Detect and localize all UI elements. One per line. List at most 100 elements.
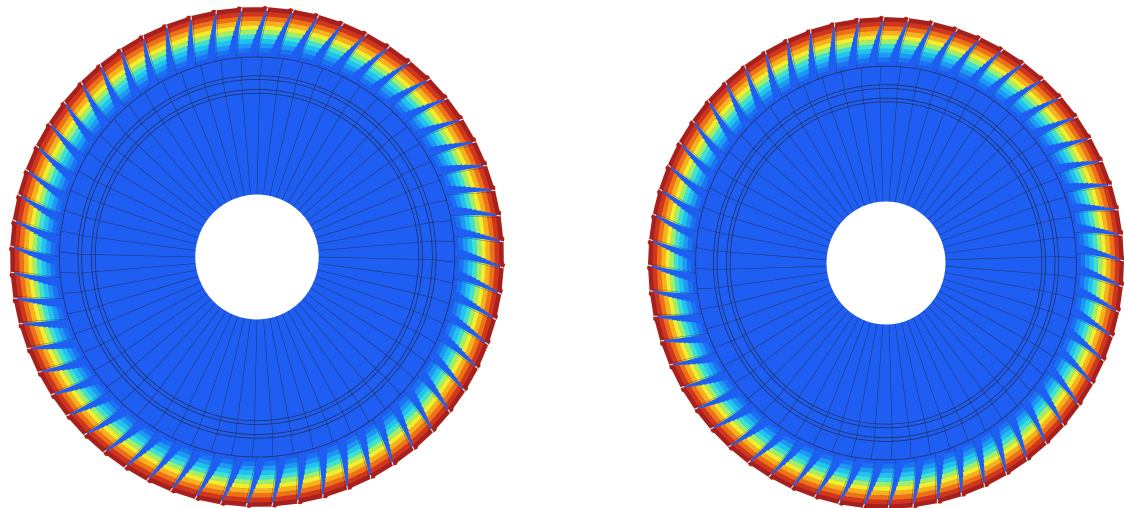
blade-band — [674, 179, 685, 200]
blade-band — [994, 56, 1016, 71]
blade-band — [364, 69, 381, 82]
blade-band — [739, 93, 754, 109]
blade-band — [53, 171, 63, 189]
blade-band — [237, 38, 254, 45]
blade-band — [462, 305, 472, 324]
blade-band — [1046, 379, 1059, 396]
blade-band — [836, 65, 848, 73]
blade-tip — [297, 497, 308, 505]
blade-band — [62, 327, 72, 341]
blade-band — [442, 173, 452, 187]
blade-band — [981, 436, 995, 448]
blade-separator — [297, 17, 320, 62]
blade-band — [766, 424, 780, 435]
blade-band — [323, 480, 347, 493]
blade-band — [172, 454, 190, 464]
blade-band — [878, 473, 895, 478]
blade-band — [305, 461, 321, 470]
blade-tip — [890, 505, 899, 508]
blade-band — [238, 34, 255, 40]
blade-band — [369, 452, 390, 469]
blade-separator — [168, 26, 177, 75]
blade-band — [984, 462, 1004, 477]
blade-band — [450, 122, 466, 144]
blade-band — [746, 107, 758, 121]
blade-band — [400, 67, 421, 85]
blade-separator — [416, 374, 448, 413]
blade-band — [444, 321, 453, 336]
blade-band — [237, 43, 252, 49]
blade-tip — [60, 100, 65, 113]
blade-band — [173, 55, 188, 66]
blade-band — [438, 375, 452, 395]
blade-band — [99, 403, 114, 417]
blade-band — [1107, 282, 1115, 306]
blade-band — [1085, 188, 1095, 206]
blade-band — [691, 322, 700, 336]
blade-band — [181, 476, 203, 487]
blade-band — [61, 151, 72, 168]
blade-band — [861, 462, 875, 469]
blade-tip — [498, 231, 505, 243]
blade-band — [1075, 273, 1081, 286]
blade-band — [71, 347, 82, 360]
blade-band — [856, 48, 872, 55]
blade-tip — [219, 501, 232, 506]
blade-tip — [449, 401, 454, 414]
blade-band — [281, 40, 299, 48]
blade-separator — [875, 19, 886, 67]
blade-band — [857, 35, 877, 42]
blade-tip — [206, 9, 217, 17]
blade-band — [815, 61, 829, 71]
blade-band — [231, 482, 252, 489]
radial-line — [230, 319, 251, 456]
blade-band — [817, 71, 829, 80]
blade-band — [36, 123, 52, 148]
blade-band — [494, 240, 500, 266]
blade-band — [23, 228, 30, 251]
blade-band — [82, 144, 92, 157]
blade-band — [42, 348, 56, 369]
blade-band — [951, 36, 974, 48]
blade-band — [12, 194, 22, 222]
radial-line — [64, 210, 197, 245]
blade-band — [318, 62, 332, 71]
blade-band — [678, 278, 685, 294]
blade-band — [897, 480, 915, 487]
blade-band — [72, 131, 84, 148]
blade-band — [484, 263, 491, 286]
blade-separator — [727, 82, 752, 124]
blade-band — [966, 56, 985, 68]
blade-band — [882, 21, 906, 27]
blade-band — [102, 425, 121, 441]
blade-tip — [946, 26, 959, 29]
blade-band — [687, 259, 692, 273]
blade-band — [863, 458, 876, 464]
blade-band — [1045, 130, 1059, 145]
blade-band — [43, 371, 60, 393]
blade-separator — [935, 30, 959, 74]
radial-line — [923, 310, 1003, 420]
blade-band — [241, 11, 266, 17]
blade-band — [280, 44, 296, 52]
blade-band — [113, 78, 128, 93]
blade-band — [1066, 338, 1075, 354]
blade-separator — [768, 438, 800, 475]
blade-band — [421, 391, 436, 409]
blade-band — [155, 69, 168, 80]
blade-separator — [416, 121, 462, 140]
blade-band — [384, 417, 399, 432]
blade-band — [748, 61, 768, 78]
blade-band — [719, 424, 739, 442]
radial-line — [302, 298, 401, 395]
blade-band — [748, 112, 760, 124]
blade-band — [386, 79, 403, 93]
blade-band — [1014, 405, 1026, 419]
blade-band — [943, 52, 961, 62]
blade-band — [923, 43, 942, 51]
blade-band — [52, 286, 60, 299]
blade-band — [463, 192, 472, 209]
blade-band — [345, 59, 362, 70]
blade-separator — [450, 298, 494, 321]
blade-band — [386, 46, 411, 64]
